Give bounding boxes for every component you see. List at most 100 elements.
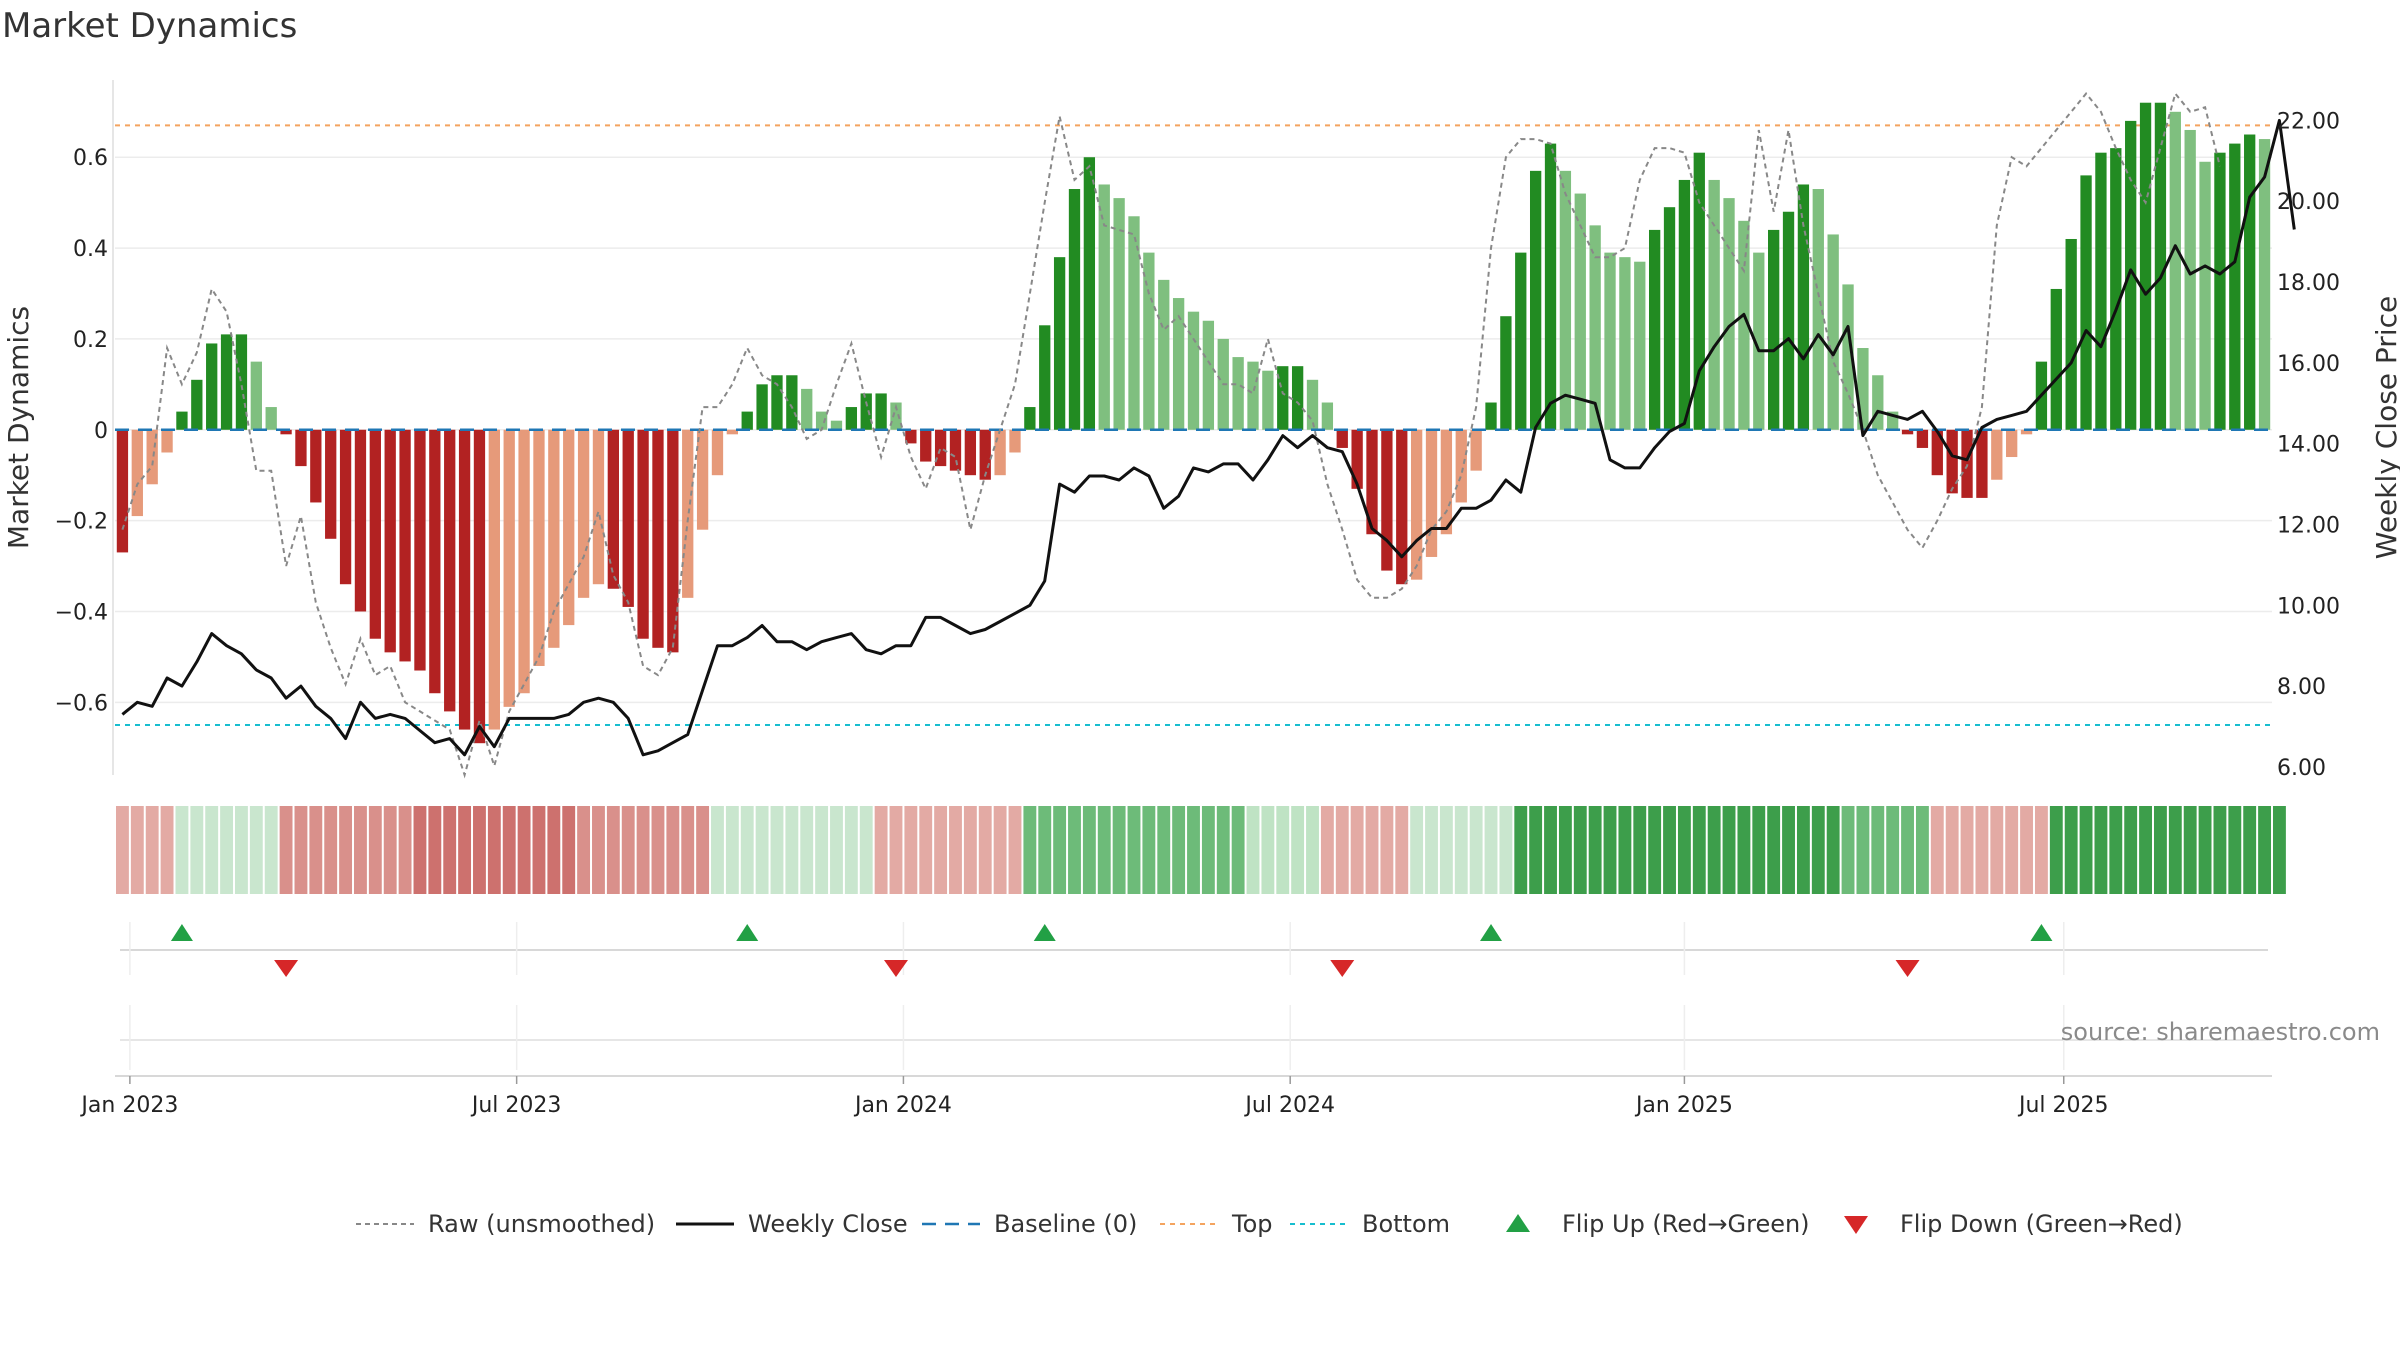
bar [786, 375, 798, 430]
strip-cell [2273, 806, 2286, 894]
bar [1485, 402, 1497, 430]
bar [890, 402, 902, 430]
y-tick-label: 0.2 [73, 328, 108, 353]
bar [1916, 429, 1929, 448]
raw-line [121, 91, 2221, 779]
strip-cell [1975, 806, 1989, 894]
bar [563, 429, 575, 626]
bar [2110, 148, 2122, 430]
strip-cell [1380, 806, 1394, 894]
bar-series [116, 102, 2271, 744]
strip-cell [2034, 806, 2048, 894]
bar [1663, 207, 1676, 430]
bar [1187, 311, 1200, 430]
bar [1931, 429, 1943, 476]
strip-cell [309, 806, 323, 894]
strip-cell [2213, 806, 2227, 894]
close-line-series [121, 118, 2296, 757]
strip-cell [413, 806, 427, 894]
strip-cell [592, 806, 605, 894]
bar [1455, 429, 1467, 503]
strip-cell [651, 806, 665, 894]
bar [801, 388, 813, 430]
flip-down-marker [883, 960, 908, 977]
strip-cell [339, 806, 353, 894]
bar [2095, 152, 2107, 430]
bar [339, 429, 352, 585]
strip-cell [502, 806, 516, 894]
bar [1753, 252, 1765, 430]
strip-cell [175, 806, 189, 894]
strip-cell [1811, 806, 1825, 894]
y2-tick-label: 18.00 [2277, 271, 2340, 296]
strip-cell [1990, 806, 2004, 894]
strip-cell [785, 806, 799, 894]
bar [488, 429, 500, 730]
strip-cell [2109, 806, 2123, 894]
strip-cell [1097, 806, 1111, 894]
bar [1827, 234, 1839, 430]
bar [920, 429, 932, 462]
strip-cell [190, 806, 204, 894]
bar [845, 407, 858, 430]
bar [1247, 361, 1259, 430]
bar [875, 393, 887, 430]
flip-up-marker [2030, 924, 2053, 941]
y-tick-label: 0.4 [73, 237, 108, 262]
x-axis: Jan 2023 Jul 2023 Jan 2024 Jul 2024 Jan 2025… [79, 1076, 2109, 1118]
strip-cell [1603, 806, 1617, 894]
source-label: source: sharemaestro.com [2061, 1018, 2380, 1046]
legend-item: Flip Up (Red→Green) [1506, 1210, 1810, 1238]
bar [607, 429, 619, 589]
strip-cell [383, 806, 397, 894]
strip-cell [354, 806, 367, 894]
strip-cell [1707, 806, 1721, 894]
x-tick-label: Jan 2023 [79, 1093, 178, 1118]
bar [1262, 370, 1274, 430]
strip-cell [963, 806, 977, 894]
strip-cell [2020, 806, 2033, 894]
strip-cell [130, 806, 144, 894]
strip-cell [740, 806, 754, 894]
bar [1574, 193, 1586, 430]
bar [815, 411, 828, 430]
legend-label: Raw (unsmoothed) [428, 1210, 655, 1238]
y-axis-title: Market Dynamics [2, 306, 35, 549]
strip-cell [1008, 806, 1022, 894]
strip-cell [800, 806, 814, 894]
strip-cell [1484, 806, 1498, 894]
bar [1039, 325, 1051, 430]
strip-cell [1901, 806, 1914, 894]
strip-cell [1469, 806, 1483, 894]
strip-cell [1142, 806, 1156, 894]
bar [1425, 429, 1438, 557]
strip-cell [1692, 806, 1706, 894]
strip-cell [1038, 806, 1052, 894]
bar [1887, 411, 1899, 430]
strip-cell [1945, 806, 1959, 894]
strip-cell [1871, 806, 1885, 894]
strip-cell [517, 806, 531, 894]
strip-cell [1425, 806, 1438, 894]
bar [1068, 189, 1081, 430]
strip-cell [1291, 806, 1305, 894]
bar [979, 429, 991, 480]
legend-label: Weekly Close [748, 1210, 908, 1238]
strip-cell [547, 806, 561, 894]
strip-cell [1514, 806, 1528, 894]
bar [1544, 143, 1557, 430]
strip-cell [1365, 806, 1379, 894]
strip-cell [2124, 806, 2138, 894]
legend-label: Flip Up (Red→Green) [1562, 1210, 1810, 1238]
y-tick-label: −0.6 [55, 691, 108, 716]
strip-cell [1722, 806, 1736, 894]
strip-cell [1053, 806, 1067, 894]
bar [206, 343, 218, 430]
strip-cell [324, 806, 338, 894]
strip-cell [1320, 806, 1334, 894]
bar [265, 407, 277, 430]
legend-item: Top [1160, 1210, 1273, 1238]
y2-tick-label: 14.00 [2277, 433, 2340, 458]
bar [1098, 184, 1110, 430]
